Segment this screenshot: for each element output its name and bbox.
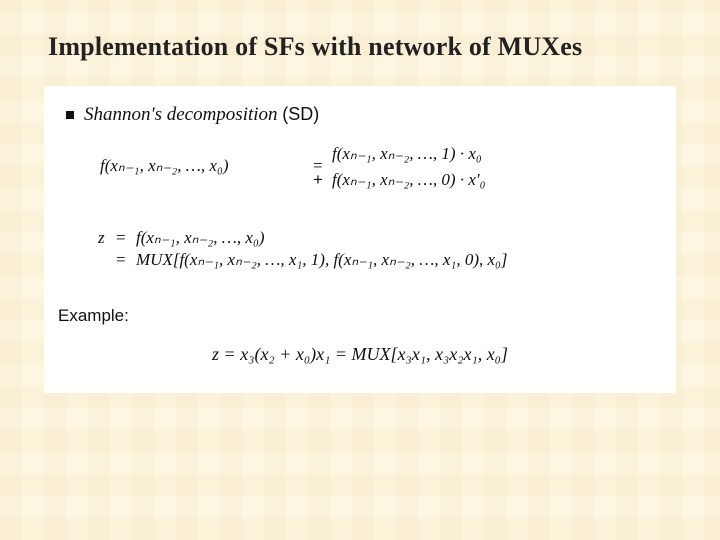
sd-rhs1: f(xₙ₋₁, xₙ₋₂, …, 1) · x₀ — [332, 144, 482, 164]
square-bullet-icon — [66, 111, 74, 119]
bullet-text-italic: Shannon's decomposition — [84, 104, 278, 125]
sd-rhs2: f(xₙ₋₁, xₙ₋₂, …, 0) · x′₀ — [332, 170, 486, 190]
mux-z: z — [98, 228, 105, 248]
mux-line2: MUX[f(xₙ₋₁, xₙ₋₂, …, x₁, 1), f(xₙ₋₁, xₙ₋… — [136, 250, 508, 270]
page-title: Implementation of SFs with network of MU… — [48, 32, 676, 62]
example-label: Example: — [58, 306, 660, 326]
shannon-equation: f(xₙ₋₁, xₙ₋₂, …, x₀) = f(xₙ₋₁, xₙ₋₂, …, … — [100, 144, 660, 214]
mux-line1: f(xₙ₋₁, xₙ₋₂, …, x₀) — [136, 228, 265, 248]
slide: Implementation of SFs with network of MU… — [0, 0, 720, 540]
sd-lhs: f(xₙ₋₁, xₙ₋₂, …, x₀) — [100, 156, 229, 176]
content-panel: Shannon's decomposition (SD) f(xₙ₋₁, xₙ₋… — [44, 86, 676, 393]
bullet-shannon: Shannon's decomposition (SD) — [66, 104, 660, 126]
mux-eq2: = — [116, 250, 126, 270]
sd-plus: + — [313, 170, 323, 190]
bullet-text-paren: (SD) — [282, 104, 319, 124]
example-equation: z = x₃(x₂ + x₀)x₁ = MUX[x₃x₁, x₃x₂x₁, x₀… — [60, 344, 660, 365]
mux-equation: z = f(xₙ₋₁, xₙ₋₂, …, x₀) = MUX[f(xₙ₋₁, x… — [98, 228, 660, 278]
mux-eq1: = — [116, 228, 126, 248]
